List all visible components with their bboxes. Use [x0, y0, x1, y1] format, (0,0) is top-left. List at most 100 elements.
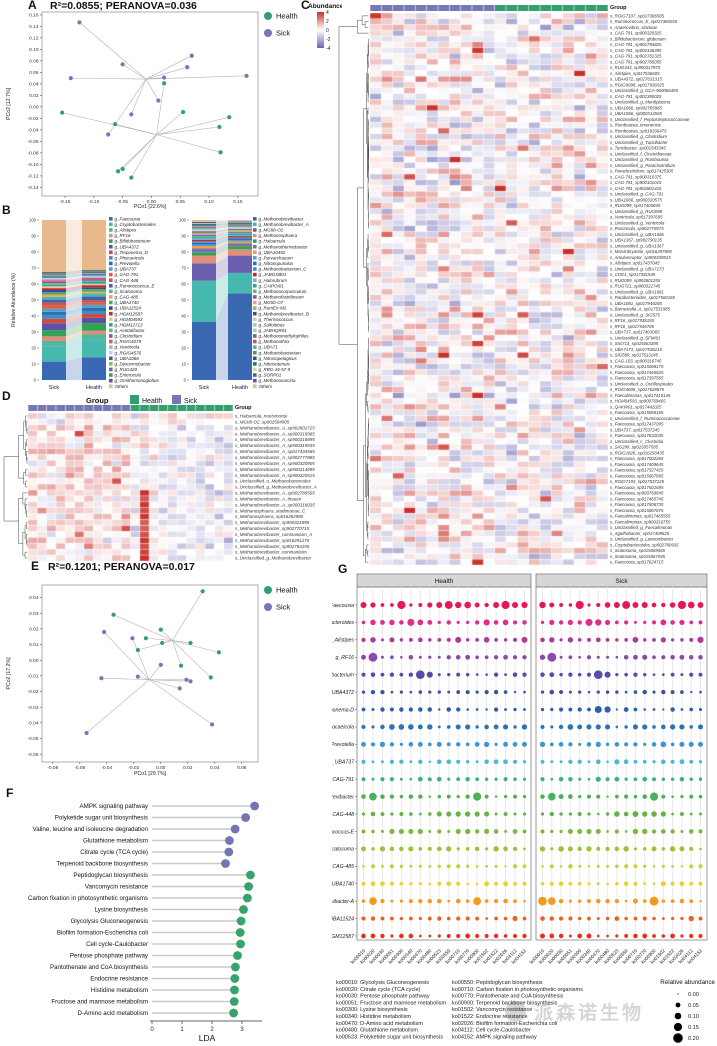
row-label: s_Faecousia_sp015068165	[610, 410, 664, 415]
bubble	[512, 672, 518, 677]
size-legend-dot	[673, 1033, 683, 1043]
bubble	[680, 690, 684, 694]
bubble	[370, 672, 376, 677]
bubble	[633, 707, 638, 712]
ko-legend-entry: ko00300: Lysine biosynthesis	[336, 1007, 408, 1013]
bubble	[456, 672, 461, 677]
ko-legend-entry: ko01502: Vancomycin resistance	[452, 1007, 532, 1013]
bubble	[513, 725, 517, 729]
bubble	[688, 741, 694, 747]
bubble	[465, 916, 470, 921]
y-tick-label: -0.01	[28, 673, 39, 679]
bubble	[418, 707, 423, 712]
bubble	[521, 636, 528, 643]
bubble	[465, 724, 471, 730]
point-health	[161, 80, 167, 86]
spider-line	[131, 134, 157, 178]
bubble	[623, 759, 629, 765]
bubble	[539, 741, 546, 747]
bubble	[523, 690, 526, 694]
row-label: s_QAKW01_sp017442025	[610, 404, 662, 409]
x-tick-label: 0.02	[183, 765, 193, 771]
bubble	[604, 619, 611, 625]
bubble	[436, 741, 442, 747]
bar-segment	[42, 286, 66, 289]
bubble	[513, 881, 517, 886]
lollipop-dot-sick	[241, 813, 251, 822]
bubble	[652, 690, 656, 694]
flow-ribbon	[66, 296, 82, 303]
bubble	[642, 689, 647, 695]
bubble	[456, 690, 461, 695]
bubble	[380, 620, 385, 625]
bar-segment	[192, 252, 216, 256]
row-label: s_Methanobrevibacter_A_sp900314695	[235, 467, 315, 472]
bubble	[446, 759, 452, 765]
row-label: s_CAG-791_sp002390025	[610, 94, 662, 99]
bubble	[689, 672, 694, 677]
bubble	[399, 777, 403, 781]
bar-segment	[42, 283, 66, 285]
legend-label: g_Methanobrevibacter_B	[259, 311, 309, 316]
legend-label: g_UBA4372	[115, 244, 140, 249]
bubble	[604, 706, 611, 713]
bar-segment	[82, 270, 106, 272]
bubble	[446, 655, 451, 660]
bubble	[661, 602, 666, 608]
bubble	[474, 620, 480, 625]
bubble	[660, 829, 666, 834]
watermark-text: 派森诺生物	[534, 1003, 645, 1024]
legend-swatch	[253, 339, 257, 344]
bubble	[670, 933, 676, 939]
bubble	[408, 672, 414, 677]
panel-c-row-dendrogram	[338, 15, 369, 563]
legend-label: g_Nitrosopumilus	[259, 261, 295, 266]
legend-swatch	[109, 261, 113, 266]
point-sick	[155, 98, 161, 104]
bubble	[699, 847, 702, 851]
bubble	[632, 811, 639, 817]
row-label: s_CAG-791_sp900101015	[610, 180, 662, 185]
x-axis-label: PCo1 [29.7%]	[134, 771, 167, 777]
bubble	[587, 603, 591, 607]
bubble	[651, 811, 657, 817]
point-sick	[120, 61, 126, 67]
ko-legend-entry: ko00770: Pantothenate and CoA biosynthes…	[452, 994, 564, 1000]
legend-label: Others	[115, 384, 129, 389]
bubble	[380, 864, 384, 868]
bubble	[428, 812, 432, 816]
bubble	[549, 689, 555, 695]
row-label: s_Ruminococcus_E_sp017380255	[610, 19, 678, 24]
row-label: g_Phocaeicola	[332, 725, 354, 731]
bubble	[409, 690, 413, 694]
bubble	[484, 794, 489, 799]
bubble	[428, 655, 432, 659]
ko-legend-entry: ko00523: Polyketide sugar unit biosynthe…	[336, 1034, 443, 1040]
pathway-label: Terpenoid backbone biosynthesis	[57, 861, 149, 868]
bubble	[512, 759, 518, 764]
category-label: Health	[86, 385, 102, 391]
bubble	[652, 916, 656, 921]
bubble	[578, 777, 582, 781]
bubble	[624, 830, 628, 833]
category-label: Sick	[199, 385, 210, 391]
lollipop-dot-health	[244, 882, 254, 891]
bar-segment	[82, 310, 106, 315]
flow-ribbon	[216, 240, 228, 247]
bar-segment	[82, 271, 106, 274]
y-tick-label: 60	[181, 282, 186, 287]
bubble	[455, 898, 461, 904]
row-label: g_CAG-485	[332, 864, 354, 870]
bubble	[437, 655, 441, 659]
bubble	[380, 933, 385, 939]
row-label: s_CAG-791_sp900320325	[610, 31, 662, 36]
bubble	[643, 708, 647, 711]
spider-line	[70, 77, 147, 80]
bubble	[633, 864, 638, 869]
row-label: s_Faecousia_sp017501695	[610, 485, 664, 490]
legend-label: g_Sulfolobus	[259, 322, 286, 327]
point-health	[128, 175, 134, 181]
bubble	[559, 707, 564, 712]
bubble	[484, 899, 489, 904]
bubble	[622, 601, 631, 609]
